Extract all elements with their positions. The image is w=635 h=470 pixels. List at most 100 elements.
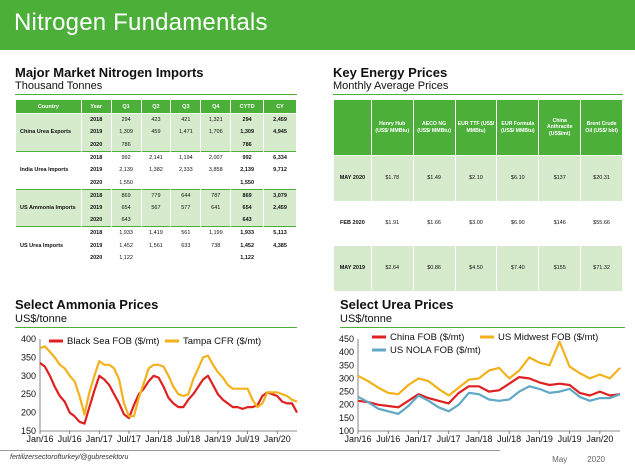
imports-cell-q3: 421 bbox=[170, 113, 202, 127]
footer-month: May bbox=[552, 455, 568, 464]
imports-country: US Ammonia Imports bbox=[15, 188, 82, 227]
energy-col-header: AECO NG (US$/ MMBtu) bbox=[412, 99, 456, 156]
imports-cell-q3: 561 bbox=[170, 226, 202, 240]
imports-cell-q1: 1,309 bbox=[110, 126, 142, 139]
energy-value: $155 bbox=[538, 245, 582, 291]
x-tick-label: Jul/19 bbox=[236, 434, 260, 444]
imports-cell-q4 bbox=[200, 176, 232, 190]
imports-cell-q4: 641 bbox=[200, 201, 232, 215]
imports-cell-year: 2019 bbox=[80, 239, 112, 253]
imports-cell-year: 2020 bbox=[80, 138, 112, 152]
imports-cell-q3: 633 bbox=[170, 239, 202, 253]
legend-label: Black Sea FOB ($/mt) bbox=[67, 336, 159, 347]
imports-row: 2020 1,122 1,122 bbox=[16, 252, 297, 265]
imports-cell-q2: 567 bbox=[140, 201, 172, 215]
header-bar: Nitrogen Fundamentals bbox=[0, 0, 635, 50]
ammonia-subtitle: US$/tonne bbox=[15, 313, 67, 325]
energy-value: $2.64 bbox=[370, 245, 414, 291]
x-tick-label: Jul/17 bbox=[117, 434, 141, 444]
imports-col-header: Q2 bbox=[140, 99, 172, 114]
ammonia-title: Select Ammonia Prices bbox=[15, 297, 159, 312]
y-tick-label: 150 bbox=[339, 413, 354, 423]
imports-cell-year: 2018 bbox=[80, 113, 112, 127]
series-line bbox=[357, 340, 621, 397]
imports-cell-year: 2019 bbox=[80, 201, 112, 215]
x-tick-label: Jan/17 bbox=[405, 434, 432, 444]
energy-value: $1.91 bbox=[370, 200, 414, 246]
imports-country: US Urea Imports bbox=[15, 226, 82, 265]
imports-title: Major Market Nitrogen Imports bbox=[15, 65, 204, 80]
series-line bbox=[357, 375, 621, 409]
y-tick-label: 100 bbox=[339, 426, 354, 436]
x-tick-label: Jan/20 bbox=[264, 434, 291, 444]
imports-cell-q4 bbox=[200, 252, 232, 265]
imports-cell-q4: 787 bbox=[200, 188, 232, 202]
footer-year: 2020 bbox=[587, 455, 605, 464]
imports-cell-year: 2020 bbox=[80, 176, 112, 190]
imports-row: US Urea Imports 2018 1,933 1,419 561 1,199 1,9… bbox=[15, 226, 297, 265]
energy-value: $0.86 bbox=[412, 245, 456, 291]
energy-col-header: EUR TTF (US$/ MMBtu) bbox=[454, 99, 498, 156]
imports-cell-q4: 738 bbox=[200, 239, 232, 253]
y-tick-label: 300 bbox=[339, 373, 354, 383]
urea-underline bbox=[340, 327, 625, 328]
energy-col-header: Henry Hub (US$/ MMBtu) bbox=[370, 99, 414, 156]
series-line bbox=[39, 345, 298, 418]
ammonia-underline bbox=[15, 327, 297, 328]
energy-value: $4.50 bbox=[454, 245, 498, 291]
energy-value: $55.66 bbox=[580, 200, 623, 246]
imports-cell-cytd: 1,122 bbox=[230, 252, 265, 265]
x-tick-label: Jul/18 bbox=[497, 434, 521, 444]
x-tick-label: Jan/16 bbox=[344, 434, 371, 444]
imports-cell-cy: 4,385 bbox=[263, 239, 297, 253]
imports-row: US Ammonia Imports 2018 869 779 644 787 869 3,0… bbox=[15, 188, 297, 227]
imports-cell-q1: 1,550 bbox=[110, 176, 142, 190]
imports-cell-q3 bbox=[170, 214, 202, 227]
imports-cell-q3: 1,471 bbox=[170, 126, 202, 139]
imports-cell-q2 bbox=[140, 252, 172, 265]
energy-value: $2.10 bbox=[454, 155, 498, 201]
energy-value: $1.49 bbox=[412, 155, 456, 201]
energy-underline bbox=[333, 94, 623, 95]
x-tick-label: Jul/18 bbox=[176, 434, 200, 444]
imports-cell-q2: 2,141 bbox=[140, 150, 172, 164]
imports-table: Country Year Q1 Q2 Q3 Q4 CYTD CY China Urea Exp… bbox=[15, 99, 297, 265]
imports-cell-q2 bbox=[140, 214, 172, 227]
imports-cell-q4: 3,858 bbox=[200, 163, 232, 177]
imports-cell-cytd: 1,452 bbox=[230, 239, 265, 253]
energy-subtitle: Monthly Average Prices bbox=[333, 80, 449, 92]
imports-cell-q3 bbox=[170, 138, 202, 152]
x-tick-label: Jan/17 bbox=[86, 434, 113, 444]
imports-row: India Urea Imports 2018 992 2,141 1,194 2,007… bbox=[15, 150, 297, 190]
y-tick-label: 450 bbox=[339, 334, 354, 344]
imports-cell-cy bbox=[263, 176, 297, 190]
y-tick-label: 300 bbox=[21, 371, 36, 381]
imports-row: 2019 1,452 1,561 633 738 1,452 4,385 bbox=[16, 239, 297, 253]
imports-cell-q3: 2,333 bbox=[170, 163, 202, 177]
imports-cell-cy bbox=[263, 214, 297, 227]
imports-underline bbox=[15, 94, 297, 95]
imports-cell-q1: 2,139 bbox=[110, 163, 142, 177]
energy-row: MAY 2019 $2.64 $0.86 $4.50 $7.40 $155 $71.32 bbox=[333, 245, 623, 291]
imports-cell-year: 2020 bbox=[80, 252, 112, 265]
imports-row: 2019 654 567 577 641 654 2,459 bbox=[16, 201, 297, 215]
imports-cell-q2: 1,382 bbox=[140, 163, 172, 177]
imports-cell-q1: 643 bbox=[110, 214, 142, 227]
legend-label: US NOLA FOB ($/mt) bbox=[390, 345, 481, 356]
imports-cell-q1: 294 bbox=[110, 113, 142, 127]
x-tick-label: Jul/16 bbox=[376, 434, 400, 444]
imports-cell-q2 bbox=[140, 176, 172, 190]
imports-col-header: Q4 bbox=[200, 99, 232, 114]
energy-col-header: China Anthracite (US$/mt) bbox=[538, 99, 582, 156]
imports-cell-q3: 644 bbox=[170, 188, 202, 202]
imports-cell-q1: 654 bbox=[110, 201, 142, 215]
imports-cell-q1: 786 bbox=[110, 138, 142, 152]
imports-cell-q3 bbox=[170, 176, 202, 190]
imports-cell-q3: 577 bbox=[170, 201, 202, 215]
imports-cell-q1: 1,452 bbox=[110, 239, 142, 253]
energy-value: $71.32 bbox=[580, 245, 623, 291]
imports-row: 2020 1,550 1,550 bbox=[16, 176, 297, 190]
energy-value: $6.90 bbox=[496, 200, 540, 246]
ammonia-chart: 150 200 250 300 350 400 Jan/16 Jul/16 Jan/17 Jul/… bbox=[21, 334, 298, 444]
imports-cell-q2: 1,419 bbox=[140, 226, 172, 240]
